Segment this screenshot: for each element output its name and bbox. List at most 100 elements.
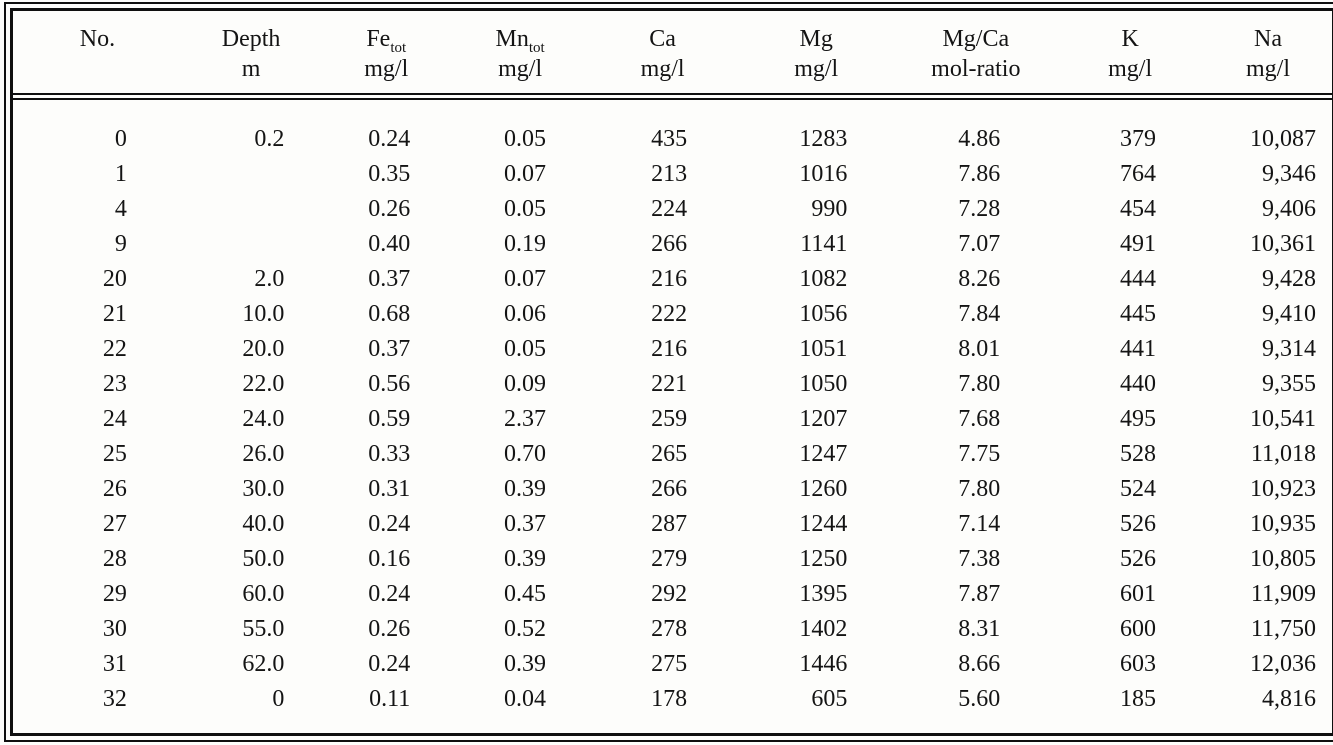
table-cell: 0.11 xyxy=(369,686,411,712)
table-cell: 222 xyxy=(651,301,688,327)
table-cell: 441 xyxy=(1119,336,1156,362)
table-cell: 1250 xyxy=(799,546,848,572)
table-cell: 259 xyxy=(651,406,688,432)
table-cell: 287 xyxy=(651,511,688,537)
table-cell: 440 xyxy=(1119,371,1156,397)
table-cell: 216 xyxy=(651,336,688,362)
table-cell: 7.80 xyxy=(958,476,1001,502)
table-row: 0 0.2 0.24 0.05 435 1283 4.86 379 10,087 xyxy=(13,97,1332,158)
table-cell: 1016 xyxy=(799,161,848,187)
table-cell: 491 xyxy=(1119,231,1156,257)
table-cell: 605 xyxy=(811,686,848,712)
table-cell: 22.0 xyxy=(242,371,285,397)
table-cell: 213 xyxy=(651,161,688,187)
col-header-fe-tot: Fetot mg/l xyxy=(320,11,453,100)
table-cell: 5.60 xyxy=(958,686,1001,712)
table-cell: 7.38 xyxy=(958,546,1001,572)
table-cell: 40.0 xyxy=(242,511,285,537)
table-cell: 10.0 xyxy=(242,301,285,327)
table-cell: 1207 xyxy=(799,406,848,432)
table-cell: 20.0 xyxy=(242,336,285,362)
table-cell: 20 xyxy=(102,266,127,292)
table-cell: 7.07 xyxy=(958,231,1001,257)
table-row: 9 0.40 0.19 266 1141 7.07 491 10,361 xyxy=(13,227,1332,262)
table-cell: 30 xyxy=(102,616,127,642)
table-row: 32 0 0.11 0.04 178 605 5.60 185 4,816 xyxy=(13,682,1332,717)
table-row: 23 22.0 0.56 0.09 221 1050 7.80 440 9,35… xyxy=(13,367,1332,402)
table-cell: 23 xyxy=(102,371,127,397)
table-cell: 0.37 xyxy=(368,266,411,292)
col-header-na: Na mg/l xyxy=(1203,11,1332,100)
table-cell: 224 xyxy=(651,196,688,222)
table-row: 26 30.0 0.31 0.39 266 1260 7.80 524 10,9… xyxy=(13,472,1332,507)
table-cell: 9,346 xyxy=(1262,161,1316,187)
table-cell: 2.37 xyxy=(504,406,547,432)
table-cell: 9,314 xyxy=(1262,336,1316,362)
table-header: No. Depth m Fetot mg/l Mntot mg/l xyxy=(13,11,1332,100)
table-cell: 7.75 xyxy=(958,441,1001,467)
table-cell: 7.84 xyxy=(958,301,1001,327)
table-cell: 0.45 xyxy=(504,581,547,607)
table-cell: 29 xyxy=(102,581,127,607)
table-cell: 0.37 xyxy=(504,511,547,537)
table-cell: 26.0 xyxy=(242,441,285,467)
table-cell: 0.39 xyxy=(504,546,547,572)
table-cell: 31 xyxy=(102,651,127,677)
col-header-k: K mg/l xyxy=(1056,11,1204,100)
table-cell xyxy=(182,227,320,262)
table-cell: 7.28 xyxy=(958,196,1001,222)
col-header-ca: Ca mg/l xyxy=(588,11,738,100)
col-header-mn-tot: Mntot mg/l xyxy=(452,11,589,100)
table-cell: 0.70 xyxy=(504,441,547,467)
table-cell: 4,816 xyxy=(1262,686,1316,712)
table-cell: 0.16 xyxy=(368,546,411,572)
table-cell: 10,087 xyxy=(1250,126,1316,152)
table-cell: 26 xyxy=(102,476,127,502)
table-cell: 0.24 xyxy=(368,511,411,537)
table-cell: 9,428 xyxy=(1262,266,1316,292)
table-cell: 0.05 xyxy=(504,336,547,362)
table-row: 24 24.0 0.59 2.37 259 1207 7.68 495 10,5… xyxy=(13,402,1332,437)
table-cell: 11,018 xyxy=(1250,441,1316,467)
table-cell: 379 xyxy=(1119,126,1156,152)
table-cell: 0.35 xyxy=(368,161,411,187)
table-cell: 0.04 xyxy=(504,686,547,712)
table-cell: 0.07 xyxy=(504,161,547,187)
table-cell: 185 xyxy=(1119,686,1156,712)
table-cell: 1247 xyxy=(799,441,848,467)
table-cell: 444 xyxy=(1119,266,1156,292)
col-header-mg: Mg mg/l xyxy=(737,11,896,100)
table-row: 1 0.35 0.07 213 1016 7.86 764 9,346 xyxy=(13,157,1332,192)
table-cell: 178 xyxy=(651,686,688,712)
table-row: 25 26.0 0.33 0.70 265 1247 7.75 528 11,0… xyxy=(13,437,1332,472)
table-cell: 0.59 xyxy=(368,406,411,432)
table-cell: 9,406 xyxy=(1262,196,1316,222)
table-cell: 10,935 xyxy=(1250,511,1316,537)
table-cell: 10,805 xyxy=(1250,546,1316,572)
table-cell: 603 xyxy=(1119,651,1156,677)
table-cell: 60.0 xyxy=(242,581,285,607)
table-cell: 601 xyxy=(1119,581,1156,607)
table-cell: 221 xyxy=(651,371,688,397)
table-cell: 990 xyxy=(811,196,848,222)
table-cell xyxy=(182,192,320,227)
table-cell: 1051 xyxy=(799,336,848,362)
table-cell: 526 xyxy=(1119,511,1156,537)
table-cell: 1141 xyxy=(800,231,848,257)
table-cell: 30.0 xyxy=(242,476,285,502)
table-cell: 24.0 xyxy=(242,406,285,432)
table-cell: 1260 xyxy=(799,476,848,502)
table-cell: 0.26 xyxy=(368,616,411,642)
table-cell: 1056 xyxy=(799,301,848,327)
table-cell: 50.0 xyxy=(242,546,285,572)
table-cell: 278 xyxy=(651,616,688,642)
table-cell: 435 xyxy=(651,126,688,152)
table-cell: 266 xyxy=(651,476,688,502)
table-cell: 1 xyxy=(114,161,127,187)
table-cell: 0.24 xyxy=(368,581,411,607)
table-cell: 0 xyxy=(272,686,285,712)
table-cell: 28 xyxy=(102,546,127,572)
table-cell: 8.26 xyxy=(958,266,1001,292)
table-cell: 0.2 xyxy=(254,126,285,152)
table-cell: 55.0 xyxy=(242,616,285,642)
